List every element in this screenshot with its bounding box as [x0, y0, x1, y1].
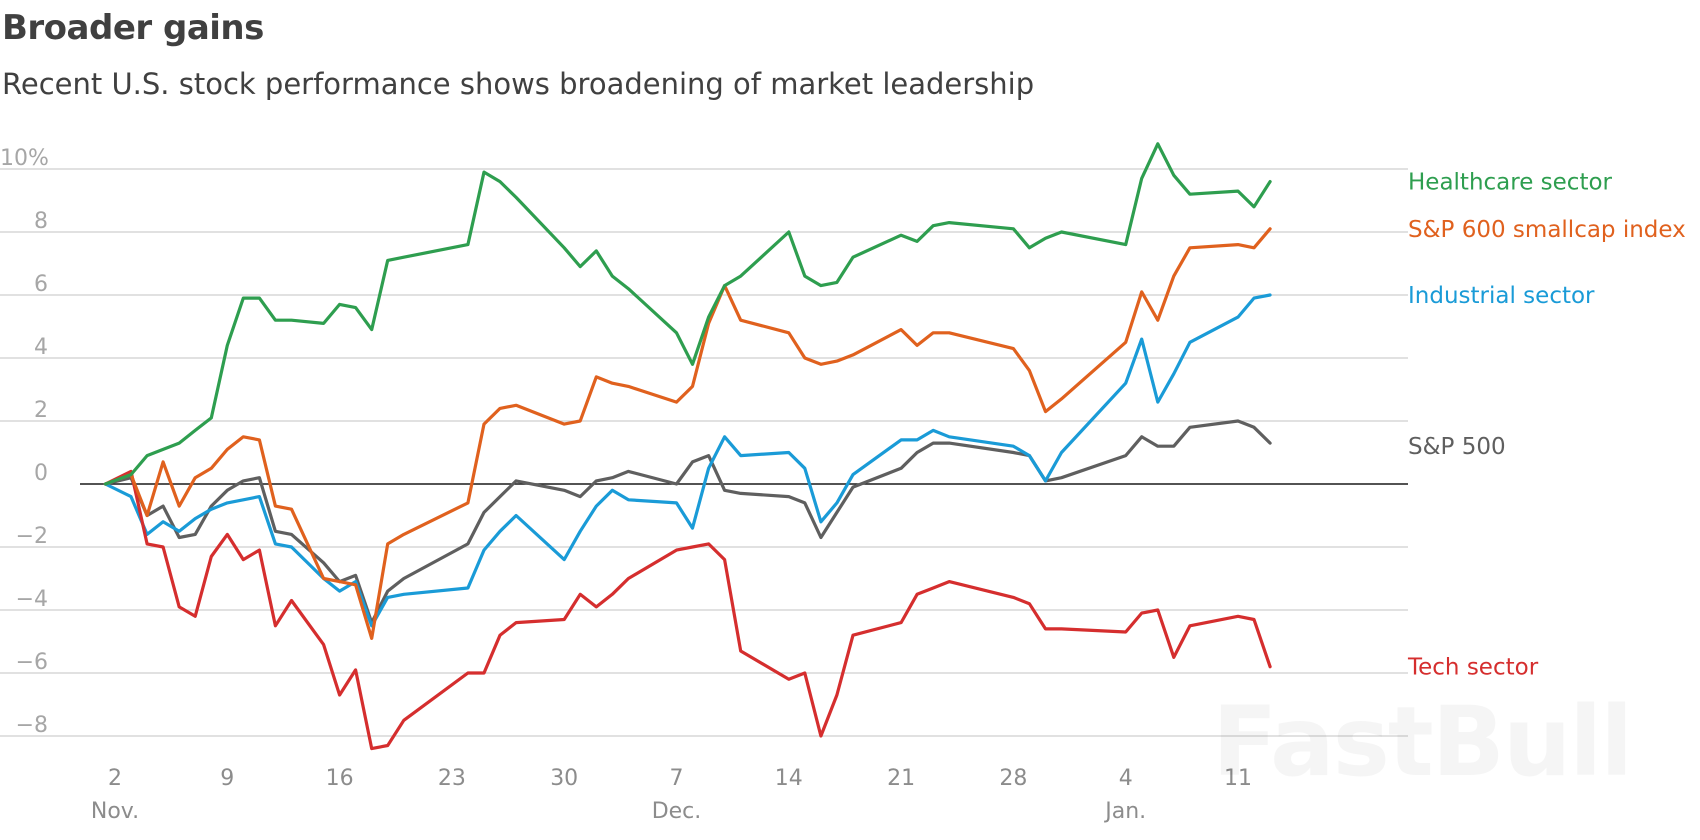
x-tick-label: 9 [220, 766, 234, 791]
x-month-label: Dec. [652, 799, 702, 824]
y-axis-ticks: −8 −6 −4 −2 0 2 4 6 8 10% [0, 146, 49, 738]
x-tick-label: 21 [887, 766, 915, 791]
x-tick-label: 11 [1224, 766, 1252, 791]
x-month-label: Jan. [1103, 799, 1146, 824]
series-label-healthcare-sector: Healthcare sector [1408, 170, 1613, 196]
y-tick-label: 4 [34, 335, 48, 360]
series-line-s-p-600-smallcap-index [103, 227, 1272, 641]
series-lines [103, 142, 1272, 751]
gridlines [0, 168, 1408, 737]
y-tick-label: 8 [34, 209, 48, 234]
chart-subtitle: Recent U.S. stock performance shows broa… [2, 67, 1035, 101]
series-label-industrial-sector: Industrial sector [1408, 283, 1595, 309]
y-tick-label: 0 [34, 461, 48, 486]
x-axis-ticks: 2 9 16 23 30 7 14 21 28 4 11 Nov. Dec. Jan. [91, 766, 1252, 824]
y-tick-label: −2 [16, 524, 48, 549]
x-tick-label: 7 [670, 766, 684, 791]
y-tick-label: −4 [16, 587, 48, 612]
y-tick-label: −6 [16, 650, 48, 675]
y-tick-label: 6 [34, 272, 48, 297]
x-tick-label: 14 [775, 766, 803, 791]
x-tick-label: 30 [550, 766, 578, 791]
series-label-tech-sector: Tech sector [1407, 655, 1539, 681]
series-label-s-p-600-smallcap-index: S&P 600 smallcap index [1408, 217, 1686, 243]
x-tick-label: 23 [438, 766, 466, 791]
series-labels: Healthcare sector S&P 600 smallcap index I… [1407, 170, 1686, 681]
x-month-label: Nov. [91, 799, 139, 824]
y-tick-label: 10% [0, 146, 49, 171]
watermark-logo: FastBull [1212, 686, 1631, 798]
x-tick-label: 16 [326, 766, 354, 791]
series-line-industrial-sector [103, 293, 1272, 628]
series-label-s-p-500: S&P 500 [1408, 434, 1506, 460]
y-tick-label: 2 [34, 398, 48, 423]
chart-title: Broader gains [2, 8, 264, 48]
y-tick-label: −8 [16, 713, 48, 738]
series-line-tech-sector [103, 469, 1272, 751]
series-line-s-p-500 [103, 419, 1272, 625]
x-tick-label: 4 [1119, 766, 1133, 791]
series-line-healthcare-sector [103, 142, 1272, 486]
x-tick-label: 28 [999, 766, 1027, 791]
x-tick-label: 2 [108, 766, 122, 791]
